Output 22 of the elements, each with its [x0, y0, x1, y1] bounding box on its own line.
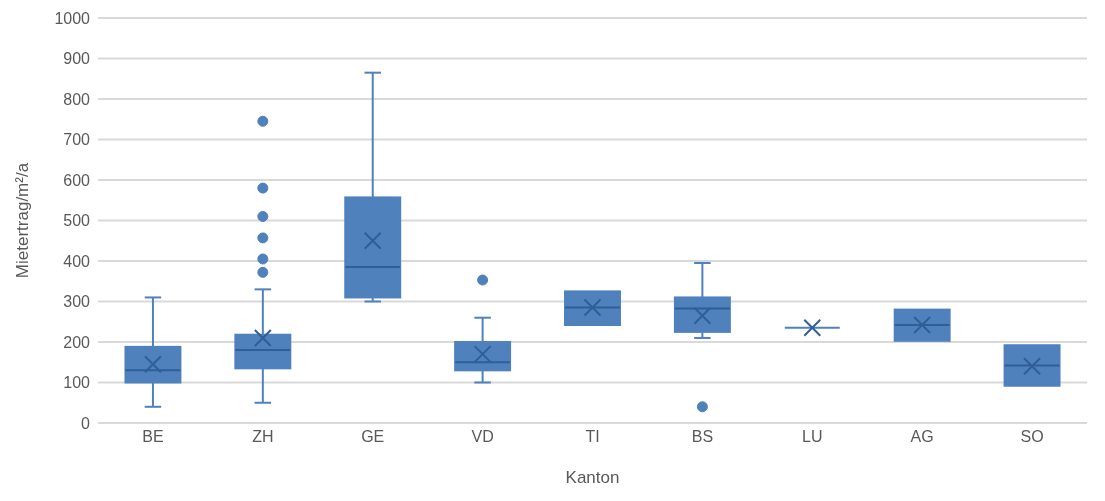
- x-tick-label: LU: [802, 428, 823, 446]
- x-tick-label: TI: [585, 428, 600, 446]
- y-tick-label: 500: [63, 212, 91, 230]
- y-tick-label: 800: [63, 90, 91, 108]
- y-tick-label: 900: [63, 50, 91, 68]
- y-tick-label: 300: [63, 293, 91, 311]
- y-axis-title: Mietertrag/m²/a: [13, 162, 32, 279]
- y-tick-label: 600: [63, 171, 91, 189]
- y-tick-label: 100: [63, 374, 91, 392]
- y-tick-label: 700: [63, 131, 91, 149]
- x-tick-label: SO: [1020, 428, 1044, 446]
- x-tick-label: AG: [910, 428, 934, 446]
- x-tick-label: BE: [142, 428, 164, 446]
- y-tick-label: 400: [63, 252, 91, 270]
- x-tick-label: VD: [471, 428, 494, 446]
- y-tick-label: 0: [81, 414, 91, 432]
- x-tick-label: GE: [361, 428, 385, 446]
- x-tick-label: BS: [691, 428, 714, 446]
- x-tick-label: ZH: [252, 428, 274, 446]
- x-axis-title: Kanton: [565, 468, 620, 487]
- y-tick-label: 200: [63, 333, 91, 351]
- y-tick-label: 1000: [54, 9, 91, 27]
